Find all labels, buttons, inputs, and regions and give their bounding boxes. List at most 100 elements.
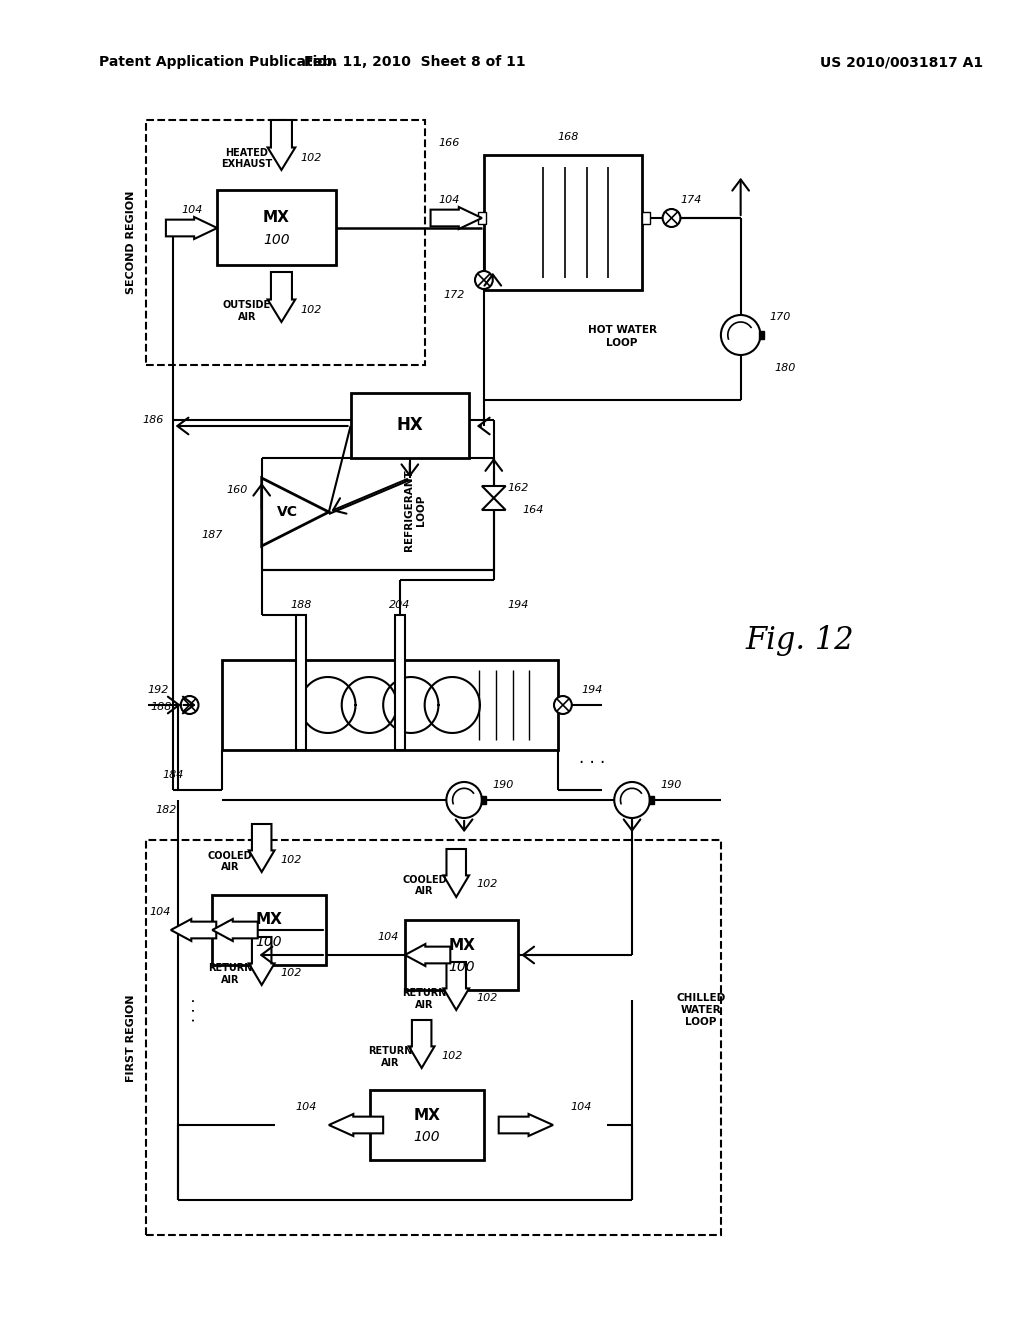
Text: 164: 164 <box>522 506 544 515</box>
Text: MX: MX <box>256 912 283 928</box>
Bar <box>350 393 469 458</box>
Text: 166: 166 <box>438 139 460 148</box>
Text: 104: 104 <box>378 932 398 942</box>
Bar <box>371 1090 484 1160</box>
Polygon shape <box>262 478 329 546</box>
Text: 194: 194 <box>582 685 603 696</box>
Text: OUTSIDE: OUTSIDE <box>223 300 271 310</box>
Text: SECOND REGION: SECOND REGION <box>126 190 136 293</box>
Text: 194: 194 <box>508 601 529 610</box>
Circle shape <box>446 781 482 818</box>
Polygon shape <box>267 272 295 322</box>
Text: COOLED: COOLED <box>402 875 446 884</box>
Text: 100: 100 <box>256 935 283 949</box>
Text: 102: 102 <box>476 879 498 888</box>
Polygon shape <box>430 207 482 228</box>
Text: 186: 186 <box>142 414 164 425</box>
Text: 102: 102 <box>441 1051 463 1061</box>
Bar <box>478 272 485 284</box>
Text: 102: 102 <box>476 993 498 1003</box>
Text: 174: 174 <box>681 195 702 205</box>
Text: 204: 204 <box>389 601 411 610</box>
Text: 168: 168 <box>557 132 579 143</box>
Circle shape <box>721 315 761 355</box>
Text: 180: 180 <box>774 363 796 374</box>
Text: RETURN: RETURN <box>368 1045 413 1056</box>
Text: 188: 188 <box>151 702 172 711</box>
Text: AIR: AIR <box>381 1059 399 1068</box>
Text: 102: 102 <box>300 305 322 315</box>
Text: REFRIGERANT
LOOP: REFRIGERANT LOOP <box>403 469 426 550</box>
Text: 170: 170 <box>769 312 791 322</box>
Polygon shape <box>409 1020 434 1068</box>
Text: 102: 102 <box>300 153 322 162</box>
Text: EXHAUST: EXHAUST <box>221 158 272 169</box>
Bar <box>642 213 650 224</box>
Circle shape <box>180 696 199 714</box>
Text: US 2010/0031817 A1: US 2010/0031817 A1 <box>819 55 983 69</box>
Circle shape <box>554 696 571 714</box>
Text: AIR: AIR <box>416 886 434 896</box>
Polygon shape <box>267 120 295 170</box>
Text: VC: VC <box>276 506 298 519</box>
Bar <box>146 120 425 366</box>
Bar <box>649 796 653 804</box>
Polygon shape <box>443 849 469 898</box>
Text: . . .: . . . <box>580 748 605 767</box>
Text: 104: 104 <box>438 195 460 205</box>
Text: 172: 172 <box>443 290 465 300</box>
Polygon shape <box>404 944 451 966</box>
Text: AIR: AIR <box>221 862 240 873</box>
Bar <box>146 840 721 1236</box>
Text: . . .: . . . <box>183 998 198 1022</box>
Text: 100: 100 <box>449 960 475 974</box>
Polygon shape <box>249 824 274 873</box>
Text: 104: 104 <box>570 1102 591 1111</box>
Text: MX: MX <box>414 1107 440 1122</box>
Text: 160: 160 <box>226 484 248 495</box>
Bar <box>217 190 336 265</box>
Text: FIRST REGION: FIRST REGION <box>126 994 136 1082</box>
Polygon shape <box>166 216 217 239</box>
Circle shape <box>663 209 680 227</box>
Text: 187: 187 <box>202 531 223 540</box>
Text: 102: 102 <box>281 968 302 978</box>
Bar <box>395 615 404 750</box>
Text: LOOP: LOOP <box>606 338 638 348</box>
Text: CHILLED
WATER
LOOP: CHILLED WATER LOOP <box>677 994 726 1027</box>
Bar <box>222 660 558 750</box>
Text: Feb. 11, 2010  Sheet 8 of 11: Feb. 11, 2010 Sheet 8 of 11 <box>304 55 525 69</box>
Bar <box>478 213 485 224</box>
Bar <box>760 331 764 339</box>
Text: 188: 188 <box>291 601 312 610</box>
Polygon shape <box>499 1114 553 1137</box>
Text: RETURN: RETURN <box>208 964 252 973</box>
Text: HEATED: HEATED <box>225 148 268 158</box>
Text: 182: 182 <box>156 805 176 814</box>
Polygon shape <box>482 498 506 510</box>
Bar <box>296 615 306 750</box>
Text: 100: 100 <box>414 1130 440 1144</box>
Bar <box>484 154 642 290</box>
Text: 104: 104 <box>150 907 171 917</box>
Polygon shape <box>212 919 258 941</box>
Circle shape <box>614 781 650 818</box>
Text: HOT WATER: HOT WATER <box>588 325 656 335</box>
Polygon shape <box>443 962 469 1010</box>
Text: AIR: AIR <box>238 312 256 322</box>
Circle shape <box>475 271 493 289</box>
Text: 102: 102 <box>281 855 302 865</box>
Text: 190: 190 <box>493 780 514 789</box>
Text: Patent Application Publication: Patent Application Publication <box>98 55 337 69</box>
Text: MX: MX <box>263 210 290 224</box>
Text: AIR: AIR <box>221 975 240 985</box>
Text: RETURN: RETURN <box>402 987 446 998</box>
Text: COOLED: COOLED <box>208 851 252 861</box>
Polygon shape <box>329 1114 383 1137</box>
Text: 184: 184 <box>162 770 183 780</box>
Polygon shape <box>249 937 274 985</box>
Text: 104: 104 <box>182 205 203 215</box>
Bar <box>481 796 485 804</box>
Text: AIR: AIR <box>416 1001 434 1010</box>
Polygon shape <box>482 486 506 498</box>
